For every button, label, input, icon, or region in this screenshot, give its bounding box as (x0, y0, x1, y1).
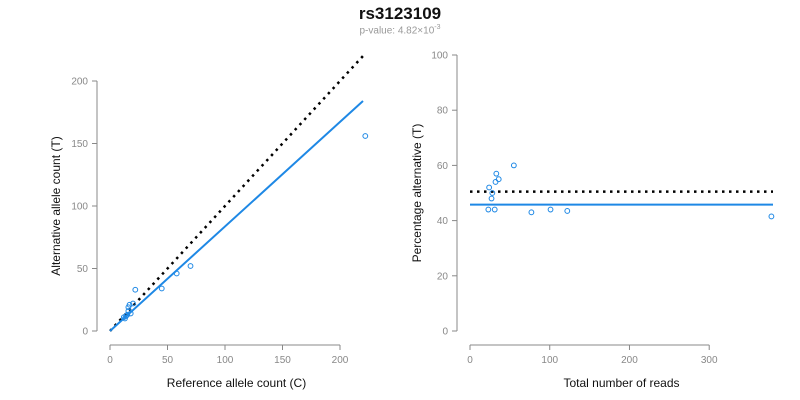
panel-2-x-tick-label: 200 (621, 355, 638, 366)
chart-subtitle: p-value: 4.82×10-3 (0, 24, 800, 36)
panel-1-data-point (187, 263, 194, 269)
panel-2-x-tick-label: 0 (467, 355, 473, 366)
panel-1-reference-line (109, 55, 364, 332)
panel-1-data-point (158, 285, 165, 292)
panel-2-y-tick-label: 0 (442, 327, 448, 338)
panel-2-data-point (510, 162, 517, 169)
panel-1-data-point (132, 286, 139, 293)
panel-2-x-tick-label: 300 (701, 355, 718, 366)
panel-2-data-point (547, 206, 554, 213)
panel-1-fit-line (109, 100, 364, 332)
pvalue-exponent: -3 (434, 24, 441, 31)
panel-1-y-tick-label: 0 (82, 327, 88, 338)
panel-1-x-tick-label: 200 (332, 355, 349, 366)
panel-1-y-tick-label: 150 (71, 139, 88, 150)
panel-2-y-tick-label: 100 (431, 51, 448, 62)
panel-2-data-point (486, 184, 493, 191)
panel-1-data-point (130, 300, 136, 307)
panel-1-data-point (362, 133, 369, 139)
panel-2-data-point (493, 170, 500, 177)
panel-1-y-tick-label: 100 (71, 202, 88, 213)
panel-2-data-point (488, 195, 495, 202)
panel-1-x-tick-label: 100 (217, 355, 234, 366)
panel-1-x-tick-label: 50 (162, 355, 174, 366)
panel-2-y-axis-title: Percentage alternative (T) (410, 124, 424, 263)
panel-2-y-tick-label: 60 (437, 161, 449, 172)
panel-1-x-tick-label: 150 (274, 355, 291, 366)
panel-2-y-tick-label: 80 (437, 106, 449, 117)
panel-2-x-tick-label: 100 (541, 355, 558, 366)
panel-2-data-point (491, 206, 498, 213)
panel-1-data-point (123, 313, 129, 319)
panel-1-x-axis-title: Reference allele count (C) (167, 376, 306, 390)
panel-2-data-point (768, 213, 775, 220)
panel-2-data-point (485, 206, 492, 213)
panel-2-data-point (528, 209, 535, 216)
panel-2-x-axis-title: Total number of reads (563, 376, 679, 390)
panel-2-data-point (492, 179, 499, 185)
panel-1-data-point (126, 301, 133, 308)
panel-2-plot: 0 100 200 300 0 20 40 60 80 100 Total number of re… (410, 51, 775, 390)
panel-1-data-point (127, 310, 134, 317)
panel-2-y-tick-label: 40 (437, 216, 449, 227)
panel-2-data-point (489, 190, 496, 196)
panel-2-data-point (564, 208, 571, 214)
panel-2-data-point (495, 176, 502, 183)
panel-1-y-axis-title: Alternative allele count (T) (49, 136, 63, 275)
chart-title: rs3123109 (358, 4, 442, 23)
panel-1-y-tick-label: 200 (71, 77, 88, 88)
panel-1-plot: 0 50 100 150 200 0 50 100 150 200 Reference allele… (49, 55, 369, 390)
panel-1-y-tick-label: 50 (77, 264, 89, 275)
pvalue-text: p-value: 4.82×10 (359, 25, 435, 37)
panel-2-y-tick-label: 20 (437, 271, 449, 282)
panel-1-data-point (173, 270, 180, 277)
panel-1-data-point (124, 311, 131, 318)
panel-1-x-tick-label: 0 (107, 355, 113, 366)
